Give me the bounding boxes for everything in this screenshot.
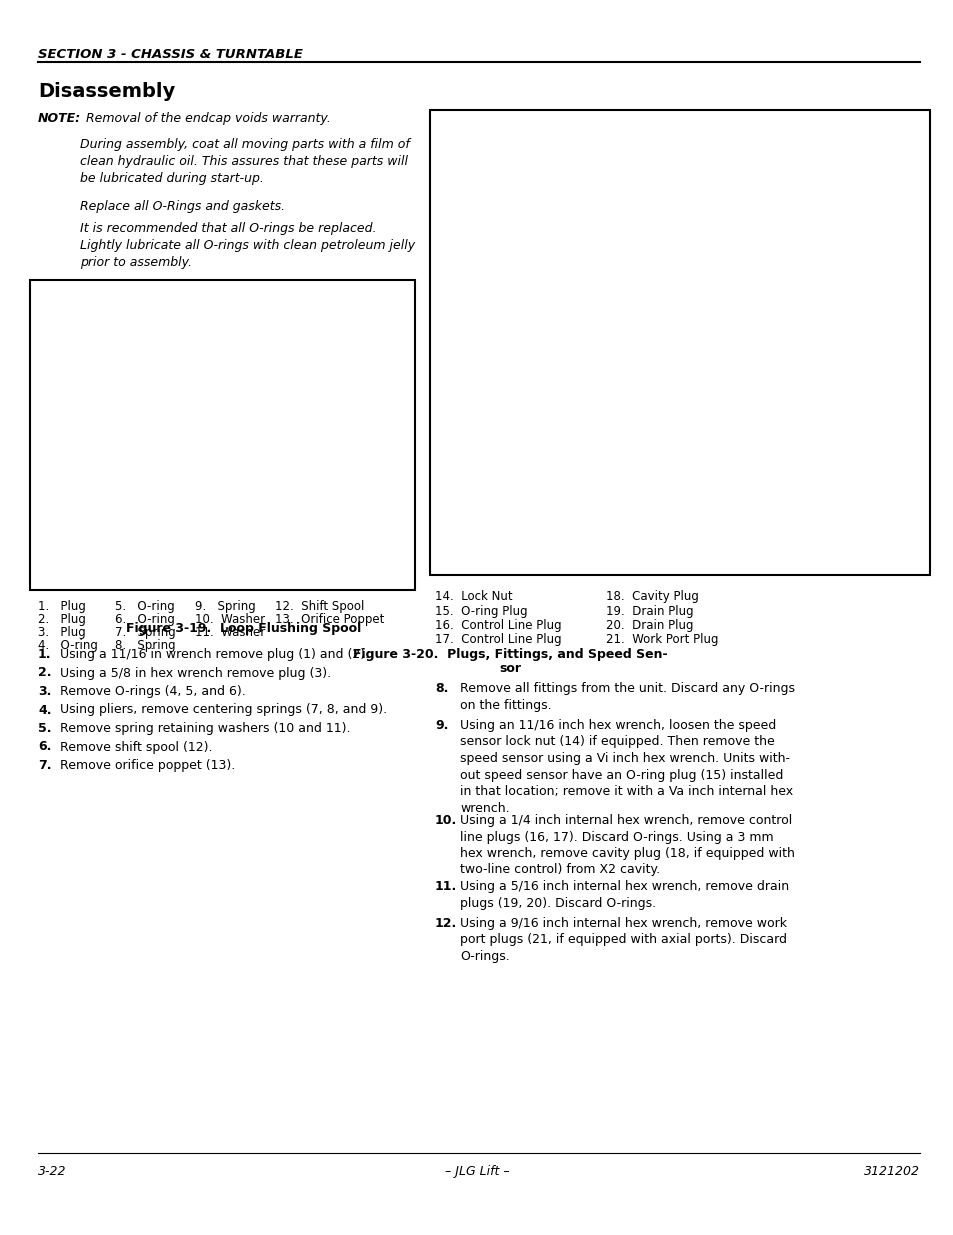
Text: 11.: 11. [435, 881, 456, 893]
Text: Using a 1/4 inch internal hex wrench, remove control
line plugs (16, 17). Discar: Using a 1/4 inch internal hex wrench, re… [459, 814, 794, 877]
Text: Remove all fittings from the unit. Discard any O-rings
on the fittings.: Remove all fittings from the unit. Disca… [459, 682, 794, 711]
Text: 3.: 3. [38, 685, 51, 698]
Text: Using pliers, remove centering springs (7, 8, and 9).: Using pliers, remove centering springs (… [60, 704, 387, 716]
Text: Remove orifice poppet (13).: Remove orifice poppet (13). [60, 760, 235, 772]
Bar [430, 110, 929, 576]
Text: 6.: 6. [38, 741, 51, 753]
Text: 3-22: 3-22 [38, 1165, 67, 1178]
Bar [30, 280, 415, 590]
Text: 10.  Washer: 10. Washer [194, 613, 265, 626]
Text: 8.: 8. [435, 682, 448, 695]
Text: 8.   Spring: 8. Spring [115, 638, 175, 652]
Text: 17.  Control Line Plug: 17. Control Line Plug [435, 634, 561, 646]
Text: 1.: 1. [38, 648, 51, 661]
Text: Using a 9/16 inch internal hex wrench, remove work
port plugs (21, if equipped w: Using a 9/16 inch internal hex wrench, r… [459, 918, 786, 963]
Text: Disassembly: Disassembly [38, 82, 175, 101]
Text: Remove shift spool (12).: Remove shift spool (12). [60, 741, 213, 753]
Text: sor: sor [498, 662, 520, 676]
Text: 18.  Cavity Plug: 18. Cavity Plug [605, 590, 699, 603]
Text: 4.: 4. [38, 704, 51, 716]
Text: Figure 3-19.  Loop Flushing Spool: Figure 3-19. Loop Flushing Spool [126, 622, 361, 635]
Text: Removal of the endcap voids warranty.: Removal of the endcap voids warranty. [78, 112, 331, 125]
Text: Using a 5/8 in hex wrench remove plug (3).: Using a 5/8 in hex wrench remove plug (3… [60, 667, 331, 679]
Text: 3.   Plug: 3. Plug [38, 626, 86, 638]
Text: 5.: 5. [38, 722, 51, 735]
Text: 3121202: 3121202 [863, 1165, 919, 1178]
Text: During assembly, coat all moving parts with a film of
clean hydraulic oil. This : During assembly, coat all moving parts w… [80, 138, 410, 185]
Text: 13.  Orifice Poppet: 13. Orifice Poppet [274, 613, 384, 626]
Text: 1.   Plug: 1. Plug [38, 600, 86, 613]
Text: 4.   O-ring: 4. O-ring [38, 638, 98, 652]
Text: 7.: 7. [38, 760, 51, 772]
Text: 9.: 9. [435, 719, 448, 732]
Text: Remove O-rings (4, 5, and 6).: Remove O-rings (4, 5, and 6). [60, 685, 246, 698]
Text: NOTE:: NOTE: [38, 112, 81, 125]
Text: 9.   Spring: 9. Spring [194, 600, 255, 613]
Text: – JLG Lift –: – JLG Lift – [444, 1165, 509, 1178]
Text: 14.  Lock Nut: 14. Lock Nut [435, 590, 512, 603]
Text: 11.  Washer: 11. Washer [194, 626, 265, 638]
Text: Remove spring retaining washers (10 and 11).: Remove spring retaining washers (10 and … [60, 722, 350, 735]
Text: 2.: 2. [38, 667, 51, 679]
Text: Replace all O-Rings and gaskets.: Replace all O-Rings and gaskets. [80, 200, 285, 212]
Text: It is recommended that all O-rings be replaced.
Lightly lubricate all O-rings wi: It is recommended that all O-rings be re… [80, 222, 415, 269]
Text: 2.   Plug: 2. Plug [38, 613, 86, 626]
Text: 7.   Spring: 7. Spring [115, 626, 175, 638]
Text: 20.  Drain Plug: 20. Drain Plug [605, 619, 693, 632]
Text: Using a 5/16 inch internal hex wrench, remove drain
plugs (19, 20). Discard O-ri: Using a 5/16 inch internal hex wrench, r… [459, 881, 788, 909]
Text: Using a 11/16 in wrench remove plug (1) and (2).: Using a 11/16 in wrench remove plug (1) … [60, 648, 369, 661]
Text: 19.  Drain Plug: 19. Drain Plug [605, 604, 693, 618]
Text: 12.: 12. [435, 918, 456, 930]
Text: SECTION 3 - CHASSIS & TURNTABLE: SECTION 3 - CHASSIS & TURNTABLE [38, 48, 302, 61]
Text: 5.   O-ring: 5. O-ring [115, 600, 174, 613]
Text: 6.   O-ring: 6. O-ring [115, 613, 174, 626]
Text: 16.  Control Line Plug: 16. Control Line Plug [435, 619, 561, 632]
Text: Using an 11/16 inch hex wrench, loosen the speed
sensor lock nut (14) if equippe: Using an 11/16 inch hex wrench, loosen t… [459, 719, 792, 815]
Text: 12.  Shift Spool: 12. Shift Spool [274, 600, 364, 613]
Text: 10.: 10. [435, 814, 456, 827]
Text: 15.  O-ring Plug: 15. O-ring Plug [435, 604, 527, 618]
Text: 21.  Work Port Plug: 21. Work Port Plug [605, 634, 718, 646]
Text: Figure 3-20.  Plugs, Fittings, and Speed Sen-: Figure 3-20. Plugs, Fittings, and Speed … [353, 648, 666, 661]
